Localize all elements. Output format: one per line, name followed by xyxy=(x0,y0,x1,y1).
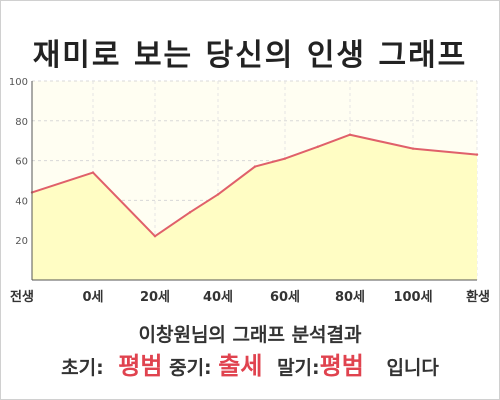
y-tick-label: 20 xyxy=(15,236,28,247)
x-tick-label: 40세 xyxy=(203,290,233,305)
data-point xyxy=(283,157,287,160)
data-point xyxy=(475,153,479,156)
data-point xyxy=(411,147,415,150)
y-tick-label: 40 xyxy=(15,196,28,207)
y-tick-label: 100 xyxy=(9,77,28,88)
analysis-subtitle: 이창원님의 그래프 분석결과 xyxy=(138,324,362,346)
series-area xyxy=(32,134,477,280)
data-point xyxy=(348,133,352,136)
page-title: 재미로 보는 당신의 인생 그래프 xyxy=(32,38,468,73)
x-tick-label: 60세 xyxy=(270,290,300,305)
mid-value: 출세 xyxy=(218,352,263,380)
late-label: 말기: xyxy=(277,357,320,379)
x-tick-label: 전생 xyxy=(10,289,34,305)
x-tick-label: 80세 xyxy=(335,290,365,305)
x-tick-label: 0세 xyxy=(82,290,103,305)
result-line: 초기: 평범 중기: 출세 말기:평범 입니다 xyxy=(0,346,500,381)
x-tick-label: 20세 xyxy=(140,290,170,305)
y-tick-label: 60 xyxy=(15,157,28,168)
data-point xyxy=(153,235,157,238)
x-tick-label: 환생 xyxy=(466,289,490,305)
data-point xyxy=(188,211,192,214)
data-point xyxy=(316,145,320,148)
life-graph-chart: 20 40 60 80 100 전생 0세 20세 40세 60세 80세 100세 환생 xyxy=(9,77,490,305)
y-tick-label: 80 xyxy=(15,117,28,128)
mid-label: 중기: xyxy=(169,357,212,379)
early-value: 평범 xyxy=(118,352,163,380)
data-point xyxy=(216,193,220,196)
ending-text: 입니다 xyxy=(386,357,439,379)
early-label: 초기: xyxy=(61,357,104,379)
data-point xyxy=(253,165,257,168)
x-tick-label: 100세 xyxy=(393,290,432,305)
data-point xyxy=(91,171,95,174)
late-value: 평범 xyxy=(319,352,364,380)
